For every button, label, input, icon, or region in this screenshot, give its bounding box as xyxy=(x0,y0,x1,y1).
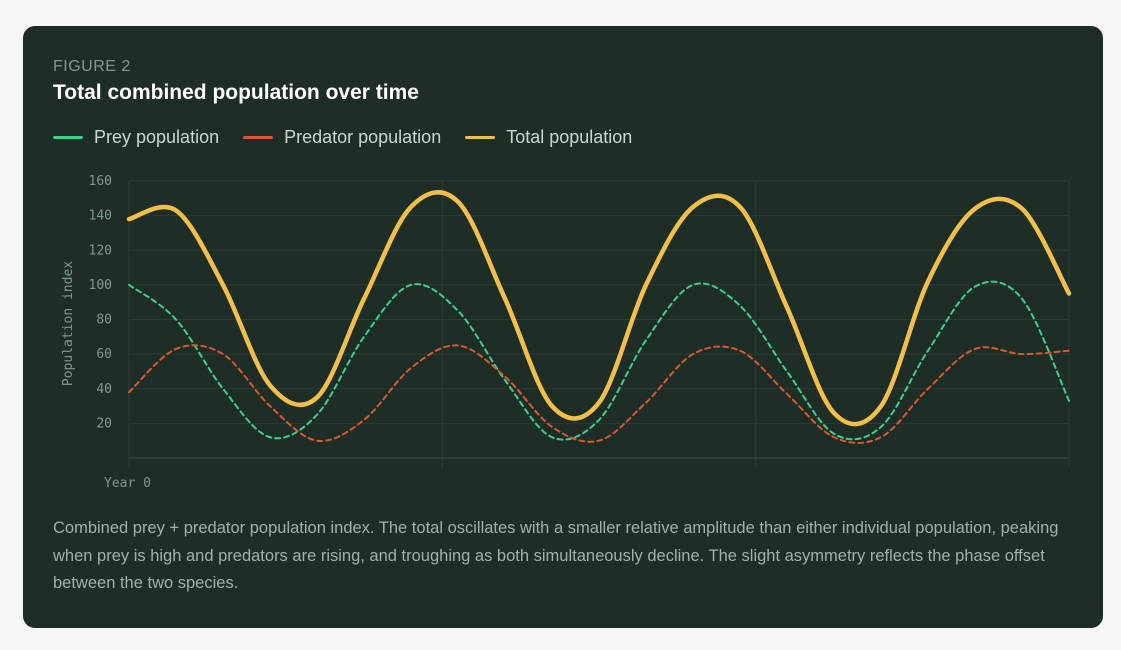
figure-title: Total combined population over time xyxy=(53,81,419,104)
legend-swatch-predator xyxy=(243,136,274,139)
legend-item-predator: Predator population xyxy=(243,127,441,148)
y-tick-label: 40 xyxy=(96,382,112,397)
prey-series-line xyxy=(128,280,1070,441)
legend-item-prey: Prey population xyxy=(53,127,219,148)
line-chart: 20 40 60 80 100 120 140 160 Year 0 Population ind… xyxy=(61,174,1072,491)
figure-card: FIGURE 2 Total combined population over … xyxy=(23,26,1103,628)
legend-label-prey: Prey population xyxy=(94,127,220,147)
chart-axes: 20 40 60 80 100 120 140 160 Year 0 Population ind… xyxy=(61,174,1069,491)
y-tick-label: 80 xyxy=(96,313,112,328)
figure-label: FIGURE 2 xyxy=(53,58,131,75)
chart-series xyxy=(126,190,1072,444)
legend-label-predator: Predator population xyxy=(284,127,442,147)
y-tick-label: 120 xyxy=(89,243,112,258)
x-tick-label: Year 0 xyxy=(104,476,151,491)
y-axis-label: Population index xyxy=(61,261,76,386)
legend-item-total: Total population xyxy=(465,127,632,148)
y-tick-label: 60 xyxy=(96,347,112,362)
predator-series-line xyxy=(128,344,1070,444)
figure-caption: Combined prey + predator population inde… xyxy=(53,519,1059,592)
y-tick-label: 160 xyxy=(89,174,112,189)
y-tick-label: 140 xyxy=(89,209,112,224)
chart-legend: Prey population Predator population Tota… xyxy=(53,127,656,148)
legend-swatch-total xyxy=(465,136,496,139)
chart-grid xyxy=(128,180,1070,468)
y-tick-label: 100 xyxy=(89,278,112,293)
legend-label-total: Total population xyxy=(506,127,633,147)
total-series-line xyxy=(126,190,1072,427)
y-tick-label: 20 xyxy=(96,416,112,431)
legend-swatch-prey xyxy=(53,136,83,139)
